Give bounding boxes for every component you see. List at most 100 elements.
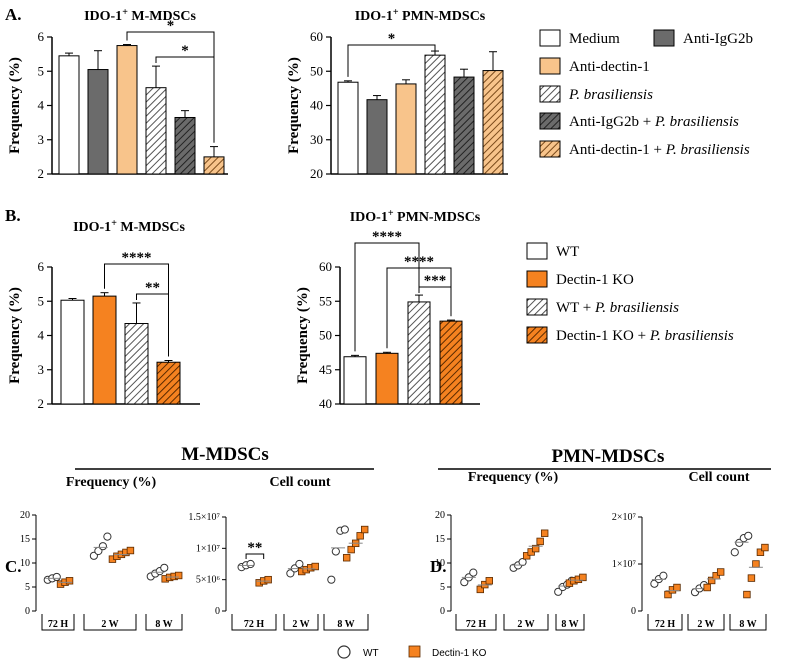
scatter-chart-C1: C. M-MDSCs Frequency (%) 0 5 10 15 20 72 H 2 W 8 W	[5, 444, 374, 631]
ko-point	[536, 537, 544, 546]
significance-bracket	[126, 31, 215, 143]
bar-4	[453, 76, 475, 175]
subtitle: Frequency (%)	[66, 475, 157, 490]
legend-text-italic: P. brasiliensis	[665, 142, 750, 158]
chart-title-main: IDO-1	[350, 210, 388, 225]
ko-point	[752, 560, 760, 568]
significance-bracket	[155, 56, 215, 143]
y-tick-label: 15	[20, 534, 30, 545]
y-tick-label: 30	[310, 132, 323, 147]
y-axis-label: Frequency (%)	[7, 287, 23, 384]
y-tick-label: 45	[319, 362, 332, 377]
chart-title-sup: +	[388, 208, 394, 219]
chart-title: IDO-1+ PMN-MDSCs	[355, 7, 486, 24]
x-group-label: 2 W	[101, 619, 118, 630]
ko-point	[356, 532, 364, 540]
y-tick-label: 2	[38, 396, 45, 411]
y-tick-label: 40	[310, 98, 323, 113]
bar-0	[58, 55, 80, 175]
y-axis-label: Frequency (%)	[7, 57, 23, 154]
legend-label: Medium	[569, 31, 620, 47]
ko-point	[756, 548, 765, 556]
bar-1	[87, 69, 109, 175]
y-tick-label: 40	[319, 396, 332, 411]
x-group-bracket	[503, 614, 549, 631]
x-group-label: 72 H	[244, 619, 265, 630]
significance-label: *	[167, 18, 175, 34]
y-tick-label: 60	[319, 259, 332, 274]
bar-3	[439, 320, 463, 405]
y-tick-label: 0	[631, 606, 636, 617]
bar-1	[92, 295, 117, 405]
ko-point	[716, 568, 725, 576]
panel-label: D.	[430, 557, 447, 576]
wt-point	[286, 569, 295, 578]
wt-point	[52, 572, 61, 582]
ko-point	[703, 583, 711, 592]
x-group-bracket	[231, 614, 277, 631]
chart-title: IDO-1+ M-MDSCs	[73, 218, 185, 235]
y-tick-label: 4	[38, 328, 45, 343]
significance-label: ***	[424, 273, 447, 289]
bar-4	[174, 116, 196, 175]
bar-3	[424, 54, 446, 175]
significance-label: ****	[404, 254, 434, 270]
ko-point	[707, 576, 716, 585]
legend-label: Dectin-1 KO	[556, 272, 634, 288]
x-group-label: 72 H	[655, 619, 676, 630]
y-tick-label: 10	[20, 558, 30, 569]
y-tick-label: 60	[310, 29, 323, 44]
panel-label: C.	[5, 557, 22, 576]
legend-label: WT	[556, 244, 579, 260]
subtitle: Frequency (%)	[468, 470, 559, 485]
legend-a: Medium Anti-IgG2b Anti-dectin-1 P. brasilie…	[539, 29, 753, 158]
y-tick-label: 0	[440, 606, 445, 617]
legend-swatch	[526, 326, 548, 344]
legend-text: WT +	[556, 300, 595, 316]
ko-point	[174, 571, 183, 580]
x-group-label: 8 W	[155, 619, 172, 630]
wt-point	[331, 547, 340, 556]
group-title: M-MDSCs	[181, 444, 269, 465]
ko-point	[579, 573, 587, 582]
ko-point	[743, 590, 751, 599]
x-group-bracket	[283, 614, 319, 631]
y-tick-label: 0	[25, 606, 30, 617]
chart-title-sup: +	[122, 7, 128, 18]
ko-legend-marker	[408, 645, 421, 658]
wt-point	[295, 559, 304, 569]
legend-label: Anti-dectin-1	[569, 59, 650, 75]
legend-text: Dectin-1 KO +	[556, 328, 650, 344]
ko-point	[673, 583, 681, 592]
wt-point	[160, 563, 169, 572]
ko-point	[342, 554, 351, 562]
legend-label: Anti-IgG2b + P. brasiliensis	[569, 114, 739, 130]
bar-0	[60, 299, 85, 405]
bar-0	[343, 356, 367, 405]
chart-title-rest: M-MDSCs	[128, 9, 197, 24]
wt-legend-marker	[337, 645, 351, 659]
y-tick-label: 3	[38, 132, 45, 147]
x-group-label: 72 H	[48, 619, 69, 630]
bar-3	[145, 87, 167, 175]
legend-swatch	[539, 29, 561, 47]
y-tick-label: 3	[38, 362, 45, 377]
legend-text-italic: P. brasiliensis	[649, 328, 734, 344]
x-group-bracket	[729, 614, 767, 631]
legend-swatch	[526, 242, 548, 260]
x-group-label: 2 W	[292, 619, 309, 630]
bar-chart-B2: IDO-1+ PMN-MDSCs Frequency (%) 40 45 50 55 60 *…	[295, 208, 481, 411]
chart-title: IDO-1+ PMN-MDSCs	[350, 208, 481, 225]
legend-text-italic: P. brasiliensis	[654, 114, 739, 130]
significance-label: ****	[372, 229, 402, 245]
scatter-chart-C2: Cell count 0 5×10⁶ 1×10⁷ 1.5×10⁷ 72 H ** 2 W 8 W	[188, 475, 369, 631]
legend-text-italic: P. brasiliensis	[594, 300, 679, 316]
ko-point	[540, 529, 549, 537]
ko-point	[522, 552, 531, 560]
legend-swatch	[653, 29, 675, 47]
legend-label: Anti-dectin-1 + P. brasiliensis	[569, 142, 750, 158]
ko-legend-label: Dectin-1 KO	[432, 648, 487, 659]
y-tick-label: 1.5×10⁷	[188, 512, 220, 523]
